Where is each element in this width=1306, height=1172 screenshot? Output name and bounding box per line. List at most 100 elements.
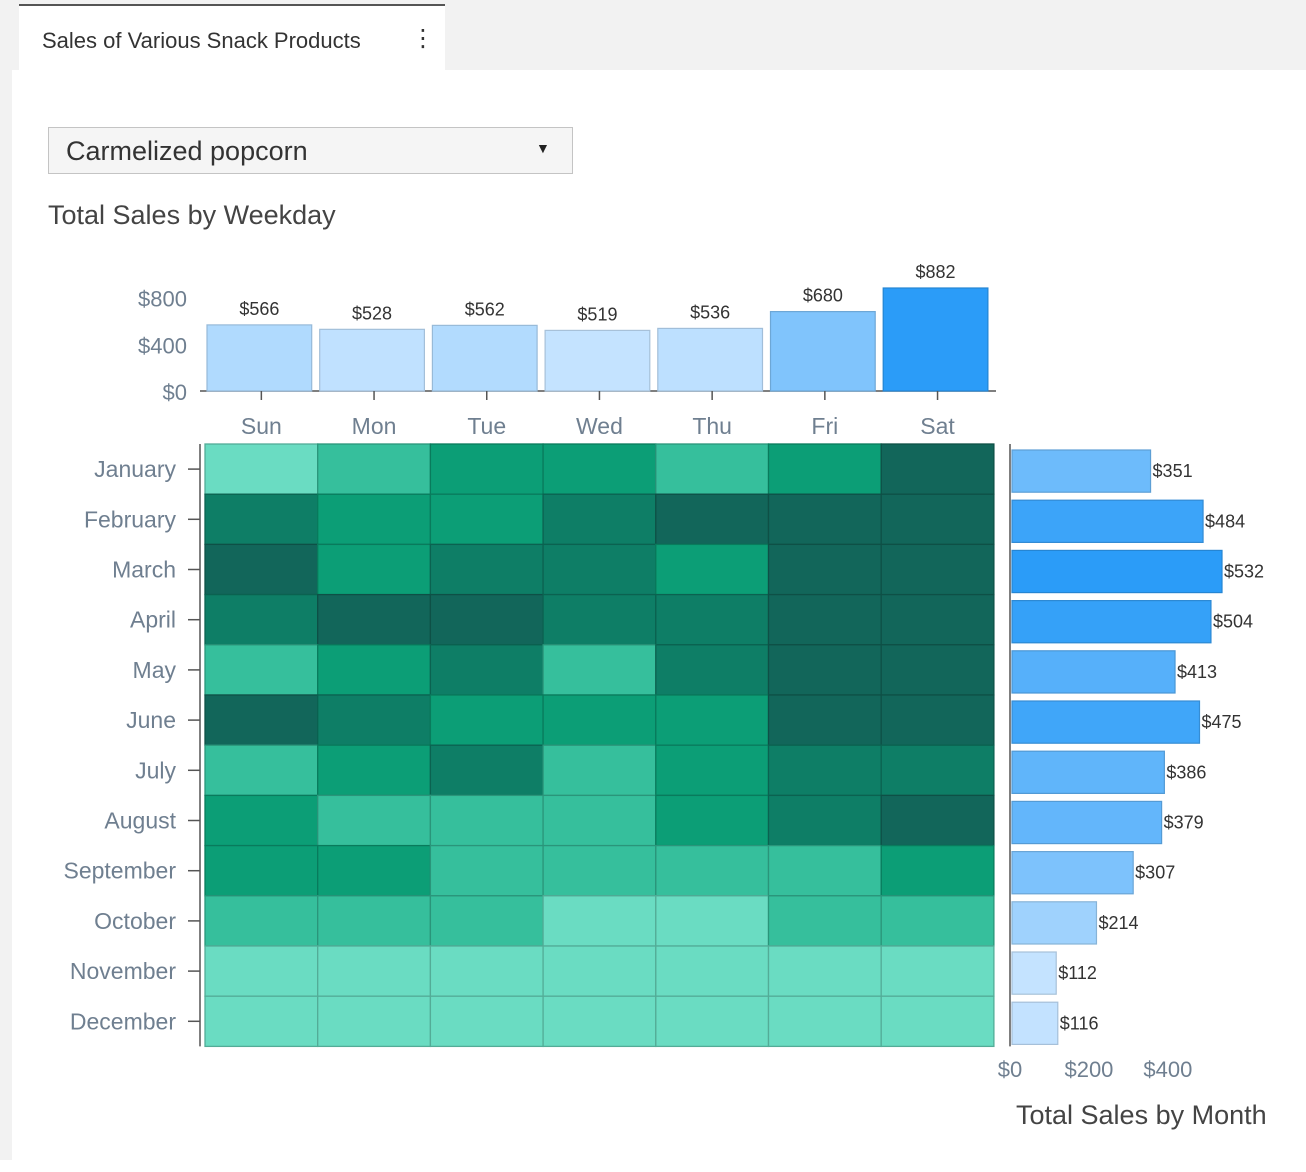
month-bar bbox=[1011, 549, 1223, 594]
heatmap-cell bbox=[655, 443, 770, 495]
heatmap-cell bbox=[542, 744, 657, 797]
heatmap-cell bbox=[767, 794, 882, 847]
month-x-tick-label: $0 bbox=[998, 1057, 1022, 1082]
weekday-x-tick-label: Thu bbox=[692, 413, 732, 439]
weekday-bar-data-label: $536 bbox=[690, 302, 730, 322]
month-y-tick-label: July bbox=[135, 757, 176, 783]
heatmap-cell bbox=[317, 995, 432, 1048]
month-bar bbox=[1011, 599, 1212, 644]
tab-sales-snack-products[interactable]: Sales of Various Snack Products ⋮ bbox=[19, 4, 445, 70]
heatmap-cell bbox=[655, 593, 770, 646]
heatmap-cell bbox=[655, 844, 770, 897]
month-bar-data-label: $116 bbox=[1060, 1013, 1099, 1033]
heatmap-cell bbox=[317, 543, 432, 596]
heatmap-cell bbox=[880, 744, 995, 797]
weekday-x-tick-label: Wed bbox=[576, 413, 623, 439]
month-y-tick-label: October bbox=[94, 908, 176, 934]
heatmap-cell bbox=[317, 644, 432, 696]
heatmap-cell bbox=[655, 995, 770, 1048]
heatmap-cell bbox=[655, 493, 770, 546]
heatmap-cell bbox=[429, 443, 544, 495]
heatmap-cell bbox=[429, 493, 544, 546]
weekday-bar-data-label: $519 bbox=[577, 304, 617, 324]
month-bar bbox=[1011, 750, 1165, 795]
heatmap-cell bbox=[655, 644, 770, 696]
heatmap-cell bbox=[880, 844, 995, 897]
heatmap-cell bbox=[542, 895, 657, 947]
heatmap-cell bbox=[542, 443, 657, 495]
heatmap-cell bbox=[880, 694, 995, 746]
heatmap-cell bbox=[429, 895, 544, 947]
month-y-tick-label: November bbox=[70, 958, 176, 984]
heatmap-cell bbox=[767, 443, 882, 495]
month-bar bbox=[1011, 1001, 1059, 1046]
heatmap-cell bbox=[542, 995, 657, 1048]
product-select[interactable]: Carmelized popcorn ▼ bbox=[48, 127, 573, 174]
heatmap-cell bbox=[880, 945, 995, 997]
heatmap-cell bbox=[542, 493, 657, 546]
heatmap-cell bbox=[317, 694, 432, 746]
heatmap-cell bbox=[767, 593, 882, 646]
heatmap-cell bbox=[767, 644, 882, 696]
heatmap-cell bbox=[880, 593, 995, 646]
heatmap-cell bbox=[317, 844, 432, 897]
heatmap-cell bbox=[317, 895, 432, 947]
weekday-bar bbox=[769, 310, 876, 392]
heatmap-cell bbox=[429, 744, 544, 797]
heatmap-cell bbox=[317, 493, 432, 546]
month-y-tick-label: August bbox=[104, 808, 176, 834]
weekday-chart-title: Total Sales by Weekday bbox=[48, 200, 336, 230]
heatmap-cell bbox=[880, 794, 995, 847]
month-y-tick-label: May bbox=[133, 657, 177, 683]
weekday-y-tick-label: $400 bbox=[138, 333, 187, 358]
heatmap-cell bbox=[204, 593, 319, 646]
heatmap-cell bbox=[429, 694, 544, 746]
heatmap-cell bbox=[880, 895, 995, 947]
heatmap-cell bbox=[429, 644, 544, 696]
month-bar bbox=[1011, 650, 1176, 694]
heatmap-cell bbox=[767, 945, 882, 997]
heatmap-cell bbox=[317, 945, 432, 997]
month-bar-data-label: $386 bbox=[1166, 762, 1206, 782]
month-y-tick-label: June bbox=[126, 707, 176, 733]
heatmap-cell bbox=[204, 895, 319, 947]
heatmap-cell bbox=[655, 794, 770, 847]
month-y-tick-label: September bbox=[63, 858, 176, 884]
weekday-y-tick-label: $0 bbox=[163, 380, 187, 405]
heatmap-cell bbox=[317, 794, 432, 847]
month-y-tick-label: March bbox=[112, 557, 176, 583]
weekday-bar-data-label: $528 bbox=[352, 303, 392, 323]
month-bar-data-label: $413 bbox=[1177, 662, 1217, 682]
weekday-x-tick-label: Fri bbox=[811, 413, 838, 439]
heatmap-cell bbox=[655, 895, 770, 947]
heatmap-cell bbox=[429, 995, 544, 1048]
month-bar bbox=[1011, 951, 1057, 995]
weekday-bar bbox=[882, 287, 989, 392]
month-y-tick-label: February bbox=[84, 506, 177, 532]
heatmap-cell bbox=[204, 744, 319, 797]
heatmap-cell bbox=[204, 493, 319, 546]
heatmap-cell bbox=[204, 543, 319, 596]
heatmap-cell bbox=[655, 543, 770, 596]
weekday-x-tick-label: Sun bbox=[241, 413, 282, 439]
heatmap-cell bbox=[542, 945, 657, 997]
weekday-x-tick-label: Sat bbox=[920, 413, 955, 439]
heatmap-cell bbox=[429, 844, 544, 897]
heatmap-cell bbox=[204, 844, 319, 897]
month-bar-data-label: $112 bbox=[1058, 963, 1097, 983]
month-y-tick-label: April bbox=[130, 607, 176, 633]
heatmap-cell bbox=[204, 794, 319, 847]
weekday-bar bbox=[431, 324, 538, 392]
weekday-bar-data-label: $882 bbox=[916, 262, 956, 282]
caret-down-icon: ▼ bbox=[536, 140, 550, 156]
month-chart-title: Total Sales by Month bbox=[1016, 1100, 1267, 1130]
weekday-bar bbox=[206, 324, 313, 392]
month-bar-data-label: $214 bbox=[1098, 913, 1138, 933]
heatmap-cell bbox=[767, 895, 882, 947]
weekday-y-tick-label: $800 bbox=[138, 287, 187, 312]
month-bar-data-label: $532 bbox=[1224, 562, 1264, 582]
month-bar bbox=[1011, 800, 1163, 845]
heatmap-cell bbox=[542, 694, 657, 746]
heatmap-cell bbox=[542, 593, 657, 646]
